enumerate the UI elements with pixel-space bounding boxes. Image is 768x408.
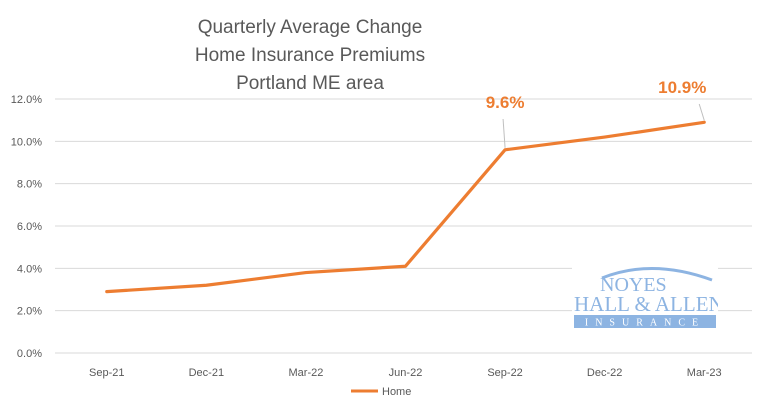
logo-hall-allen: HALL & ALLEN (574, 292, 718, 316)
chart-title-line-2: Home Insurance Premiums (194, 45, 426, 66)
x-tick-label: Mar-23 (687, 367, 722, 379)
logo-insurance: INSURANCE (585, 318, 705, 329)
data-label: 10.9% (658, 78, 706, 97)
x-tick-label: Mar-22 (289, 367, 324, 379)
legend-label: Home (382, 386, 411, 398)
y-tick-label: 2.0% (17, 306, 42, 318)
data-label-leader-line (502, 118, 506, 148)
chart-title-line-3: Portland ME area (236, 73, 384, 94)
y-tick-label: 8.0% (17, 179, 42, 191)
data-label: 9.6% (486, 93, 525, 112)
x-tick-label: Dec-22 (587, 367, 622, 379)
x-tick-label: Dec-21 (189, 367, 224, 379)
y-tick-label: 0.0% (17, 348, 42, 360)
y-tick-label: 12.0% (11, 94, 42, 106)
x-tick-label: Sep-21 (89, 367, 124, 379)
logo-noyes: NOYES (600, 274, 667, 296)
data-label-leader-line (698, 103, 705, 121)
x-tick-label: Jun-22 (389, 367, 423, 379)
noyes-hall-allen-logo: NOYES HALL & ALLEN INSURANCE (572, 262, 724, 332)
y-tick-label: 6.0% (17, 221, 42, 233)
x-tick-label: Sep-22 (487, 367, 522, 379)
y-tick-label: 4.0% (17, 263, 42, 275)
y-tick-label: 10.0% (11, 136, 42, 148)
chart-title-line-1: Quarterly Average Change (197, 17, 423, 38)
